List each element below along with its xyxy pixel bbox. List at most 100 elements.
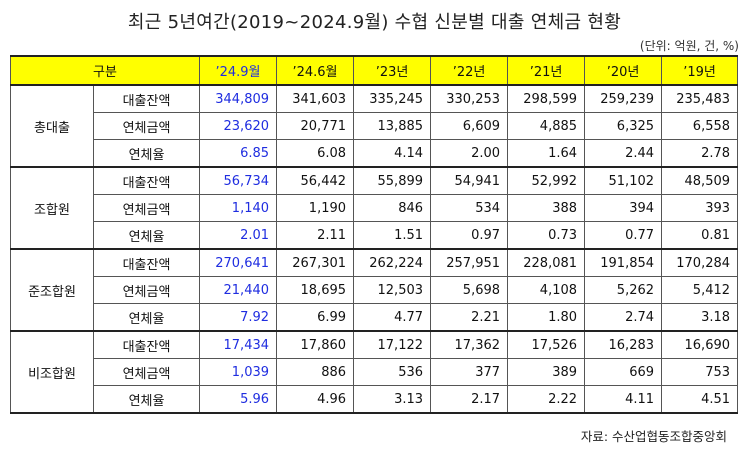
value-cell: 23,620 (199, 112, 278, 140)
value-cell: 2.17 (430, 385, 509, 414)
value-cell: 18,695 (276, 276, 355, 304)
table-row: 준조합원 대출잔액 270,641 267,301 262,224 257,951 228,… (10, 248, 739, 332)
metric-label: 연체금액 (92, 112, 201, 140)
value-cell: 344,809 (199, 84, 278, 113)
table-row: 연체금액 1,039 886 536 377 389 669 753 (11, 358, 739, 386)
value-cell: 235,483 (661, 84, 739, 113)
value-cell: 5,698 (430, 276, 509, 304)
metric-label: 연체율 (92, 303, 201, 332)
value-cell: 170,284 (661, 248, 739, 277)
value-cell: 54,941 (430, 166, 509, 195)
value-cell: 6,325 (584, 112, 663, 140)
value-cell: 388 (507, 194, 586, 222)
value-cell: 6,609 (430, 112, 509, 140)
value-cell: 3.13 (353, 385, 432, 414)
metric-label: 대출잔액 (92, 330, 201, 359)
group-label: 총대출 (10, 84, 94, 168)
header-row: 구분 ’24.9월 ’24.6월 ’23년 ’22년 ’21년 ’20년 ’19… (9, 55, 739, 86)
value-cell: 13,885 (353, 112, 432, 140)
metric-label: 연체금액 (92, 358, 201, 386)
metric-label: 연체율 (92, 221, 201, 250)
value-cell: 17,860 (276, 330, 355, 359)
value-cell: 0.77 (584, 221, 663, 250)
value-cell: 55,899 (353, 166, 432, 195)
value-cell: 56,442 (276, 166, 355, 195)
group-label: 준조합원 (10, 248, 94, 332)
value-cell: 5,262 (584, 276, 663, 304)
value-cell: 259,239 (584, 84, 663, 113)
value-cell: 2.00 (430, 139, 509, 168)
header-period: ’20년 (584, 55, 663, 86)
value-cell: 4.14 (353, 139, 432, 168)
value-cell: 4.11 (584, 385, 663, 414)
value-cell: 330,253 (430, 84, 509, 113)
value-cell: 7.92 (199, 303, 278, 332)
value-cell: 6,558 (661, 112, 739, 140)
value-cell: 5,412 (661, 276, 739, 304)
metric-label: 연체금액 (92, 276, 201, 304)
value-cell: 0.73 (507, 221, 586, 250)
value-cell: 886 (276, 358, 355, 386)
value-cell: 4.77 (353, 303, 432, 332)
value-cell: 2.21 (430, 303, 509, 332)
value-cell: 4,108 (507, 276, 586, 304)
table-row: 조합원 대출잔액 56,734 56,442 55,899 54,941 52,992 51,… (10, 166, 739, 250)
value-cell: 2.74 (584, 303, 663, 332)
table-body: 총대출 대출잔액 344,809 341,603 335,245 330,253 298,5… (10, 84, 739, 414)
value-cell: 394 (584, 194, 663, 222)
value-cell: 2.11 (276, 221, 355, 250)
value-cell: 2.01 (199, 221, 278, 250)
value-cell: 669 (584, 358, 663, 386)
value-cell: 2.44 (584, 139, 663, 168)
value-cell: 536 (353, 358, 432, 386)
value-cell: 846 (353, 194, 432, 222)
table-row: 연체금액 1,140 1,190 846 534 388 394 393 (11, 194, 739, 222)
value-cell: 0.81 (661, 221, 739, 250)
value-cell: 5.96 (199, 385, 278, 414)
metric-label: 연체율 (92, 139, 201, 168)
value-cell: 341,603 (276, 84, 355, 113)
table-row: 연체율 6.85 6.08 4.14 2.00 1.64 2.44 2.78 (11, 139, 739, 168)
value-cell: 20,771 (276, 112, 355, 140)
header-period: ’21년 (507, 55, 586, 86)
group-label: 조합원 (10, 166, 94, 250)
value-cell: 0.97 (430, 221, 509, 250)
value-cell: 335,245 (353, 84, 432, 113)
table-row: 연체금액 21,440 18,695 12,503 5,698 4,108 5,262 5,4… (11, 276, 739, 304)
delinquency-table: 구분 ’24.9월 ’24.6월 ’23년 ’22년 ’21년 ’20년 ’19… (9, 55, 739, 414)
unit-note: (단위: 억원, 건, %) (639, 39, 739, 53)
header-period: ’24.9월 (199, 55, 278, 86)
value-cell: 6.08 (276, 139, 355, 168)
metric-label: 대출잔액 (92, 84, 201, 113)
value-cell: 17,434 (199, 330, 278, 359)
value-cell: 56,734 (199, 166, 278, 195)
value-cell: 2.78 (661, 139, 739, 168)
header-period: ’19년 (661, 55, 739, 86)
value-cell: 52,992 (507, 166, 586, 195)
value-cell: 12,503 (353, 276, 432, 304)
source-note: 자료: 수산업협동조합중앙회 (580, 429, 727, 444)
table-row: 비조합원 대출잔액 17,434 17,860 17,122 17,362 17,526 16… (10, 330, 739, 414)
value-cell: 16,283 (584, 330, 663, 359)
header-period: ’22년 (430, 55, 509, 86)
value-cell: 1.64 (507, 139, 586, 168)
value-cell: 191,854 (584, 248, 663, 277)
value-cell: 51,102 (584, 166, 663, 195)
value-cell: 4.96 (276, 385, 355, 414)
page-title: 최근 5년여간(2019~2024.9월) 수협 신분별 대출 연체금 현황 (127, 12, 622, 33)
table-row: 연체금액 23,620 20,771 13,885 6,609 4,885 6,325 6,5… (11, 112, 739, 140)
value-cell: 393 (661, 194, 739, 222)
value-cell: 753 (661, 358, 739, 386)
header-period: ’24.6월 (276, 55, 355, 86)
value-cell: 257,951 (430, 248, 509, 277)
value-cell: 534 (430, 194, 509, 222)
value-cell: 377 (430, 358, 509, 386)
metric-label: 연체율 (92, 385, 201, 414)
value-cell: 1,140 (199, 194, 278, 222)
value-cell: 17,122 (353, 330, 432, 359)
value-cell: 48,509 (661, 166, 739, 195)
value-cell: 17,526 (507, 330, 586, 359)
value-cell: 3.18 (661, 303, 739, 332)
value-cell: 298,599 (507, 84, 586, 113)
value-cell: 1.80 (507, 303, 586, 332)
